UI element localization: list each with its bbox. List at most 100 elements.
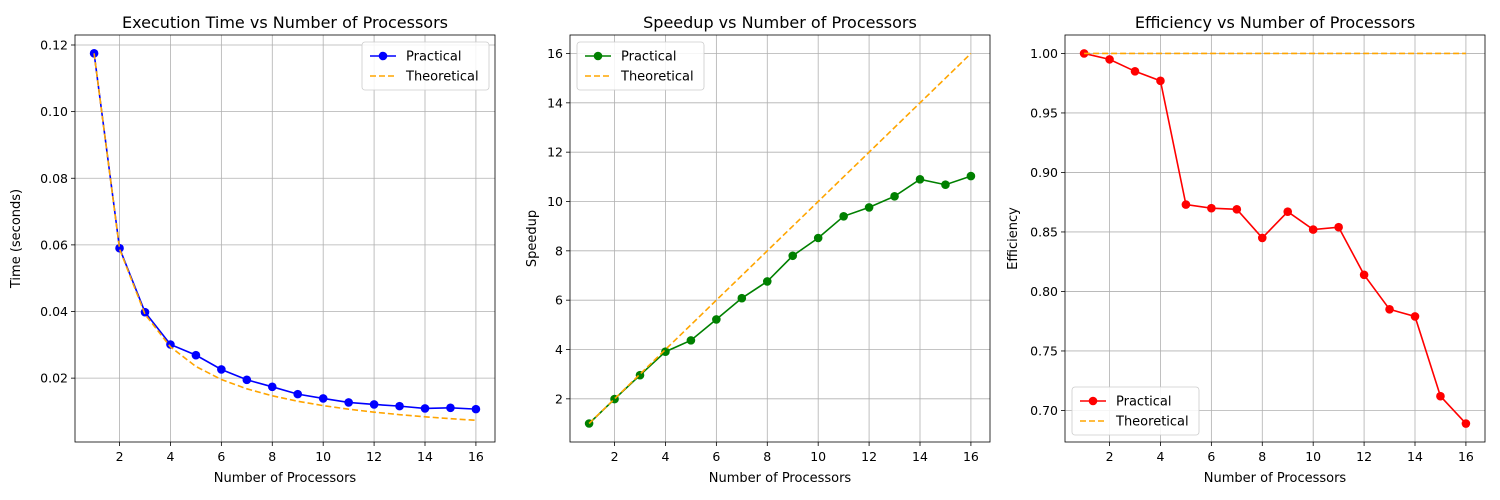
- y-tick-label: 2: [555, 391, 563, 406]
- plot-frame: [74, 34, 496, 443]
- x-tick-label: 10: [810, 449, 826, 464]
- data-point-practical: [915, 175, 925, 184]
- data-point-practical: [788, 251, 798, 261]
- y-tick-label: 6: [555, 293, 563, 308]
- series-line-practical: [93, 53, 476, 410]
- data-point-practical: [1257, 233, 1267, 243]
- data-point-practical: [1105, 55, 1114, 64]
- legend-label: Theoretical: [1115, 415, 1189, 430]
- x-tick-label: 12: [1356, 449, 1372, 464]
- x-axis-label: Number of Processors: [1204, 471, 1347, 486]
- data-point-practical: [712, 315, 721, 324]
- data-point-practical: [839, 212, 848, 221]
- chart-title: Efficiency vs Number of Processors: [1135, 13, 1415, 32]
- x-tick-label: 4: [1156, 449, 1164, 464]
- x-tick-label: 8: [268, 449, 276, 464]
- x-tick-label: 2: [1106, 449, 1114, 464]
- y-tick-label: 0.04: [40, 304, 68, 319]
- legend: Practical Theoretical: [361, 41, 490, 91]
- y-tick-label: 0.08: [40, 171, 68, 186]
- data-point-practical: [890, 192, 899, 201]
- y-tick-label: 10: [547, 194, 563, 209]
- legend-label: Practical: [406, 50, 462, 65]
- legend: Practical Theoretical: [1071, 386, 1200, 436]
- data-point-practical: [1207, 203, 1216, 213]
- data-point-practical: [446, 403, 455, 413]
- data-point-practical: [1334, 222, 1343, 232]
- legend-box: [576, 41, 705, 91]
- data-point-practical: [369, 400, 379, 409]
- legend-marker: [593, 51, 603, 61]
- y-tick-label: 14: [547, 95, 563, 110]
- data-point-practical: [737, 293, 747, 303]
- y-tick-label: 0.70: [1030, 403, 1058, 418]
- x-axis-label: Number of Processors: [709, 471, 852, 486]
- data-point-practical: [1308, 225, 1318, 234]
- data-point-practical: [686, 336, 696, 345]
- y-tick-label: 1.00: [1030, 46, 1058, 61]
- chart-panel-2: 2 4 6 8 10 12 14 16 2 4 6 8 10 12 14 16 Speedup vs Numbe…: [525, 13, 991, 486]
- data-point-practical: [267, 382, 277, 392]
- data-point-practical: [1461, 419, 1471, 428]
- data-point-practical: [395, 401, 404, 411]
- data-point-practical: [1359, 270, 1369, 280]
- x-tick-label: 6: [712, 449, 720, 464]
- plot-frame: [1064, 34, 1486, 443]
- legend-label: Practical: [1116, 395, 1172, 410]
- data-point-practical: [864, 203, 874, 212]
- data-point-practical: [813, 233, 823, 243]
- y-tick-label: 8: [555, 243, 563, 258]
- legend-label: Theoretical: [620, 70, 694, 85]
- data-point-practical: [941, 180, 950, 190]
- data-point-practical: [1156, 76, 1165, 86]
- y-tick-label: 0.75: [1030, 343, 1058, 358]
- y-tick-label: 4: [555, 342, 563, 357]
- data-point-practical: [344, 398, 353, 407]
- plot-frame: [569, 34, 991, 443]
- x-tick-label: 12: [861, 449, 877, 464]
- y-tick-label: 0.80: [1030, 284, 1058, 299]
- data-point-practical: [762, 277, 772, 286]
- legend-box: [361, 41, 490, 91]
- data-point-practical: [966, 171, 976, 181]
- x-axis-label: Number of Processors: [214, 471, 357, 486]
- data-point-practical: [217, 365, 226, 374]
- y-tick-label: 0.90: [1030, 165, 1058, 180]
- data-point-practical: [293, 389, 303, 399]
- data-point-practical: [1181, 200, 1191, 209]
- data-point-practical: [1436, 391, 1445, 401]
- data-point-practical: [115, 243, 124, 253]
- x-tick-label: 16: [1458, 449, 1474, 464]
- data-point-practical: [242, 375, 252, 385]
- data-point-practical: [191, 350, 201, 360]
- data-point-practical: [1283, 207, 1293, 217]
- series-line-practical: [1083, 52, 1467, 425]
- series-line-practical: [588, 175, 972, 425]
- data-point-practical: [661, 347, 670, 357]
- data-point-practical: [1410, 312, 1420, 321]
- data-point-practical: [471, 404, 481, 414]
- x-tick-label: 14: [1407, 449, 1423, 464]
- y-tick-label: 0.06: [40, 237, 68, 252]
- chart-title: Speedup vs Number of Processors: [643, 13, 917, 32]
- data-point-practical: [420, 404, 430, 413]
- data-point-practical: [1385, 305, 1394, 314]
- x-tick-label: 10: [315, 449, 331, 464]
- x-tick-label: 10: [1305, 449, 1321, 464]
- data-point-practical: [1079, 49, 1089, 58]
- legend: Practical Theoretical: [576, 41, 705, 91]
- legend-marker: [378, 51, 388, 61]
- data-point-practical: [166, 340, 175, 349]
- legend-box: [1071, 386, 1200, 436]
- y-axis-label: Efficiency: [1006, 207, 1021, 270]
- y-tick-label: 0.10: [40, 104, 68, 119]
- chart-panel-1: 2 4 6 8 10 12 14 16 0.02 0.04 0.06 0.08 0.10 0.12 Exec…: [9, 13, 496, 486]
- x-tick-label: 2: [611, 449, 619, 464]
- x-tick-label: 14: [912, 449, 928, 464]
- x-tick-label: 2: [116, 449, 124, 464]
- x-tick-label: 8: [763, 449, 771, 464]
- x-tick-label: 14: [417, 449, 433, 464]
- chart-panel-3: 2 4 6 8 10 12 14 16 0.70 0.75 0.80 0.85 0.90 0.95 1.00…: [1006, 13, 1486, 486]
- y-tick-label: 16: [547, 46, 563, 61]
